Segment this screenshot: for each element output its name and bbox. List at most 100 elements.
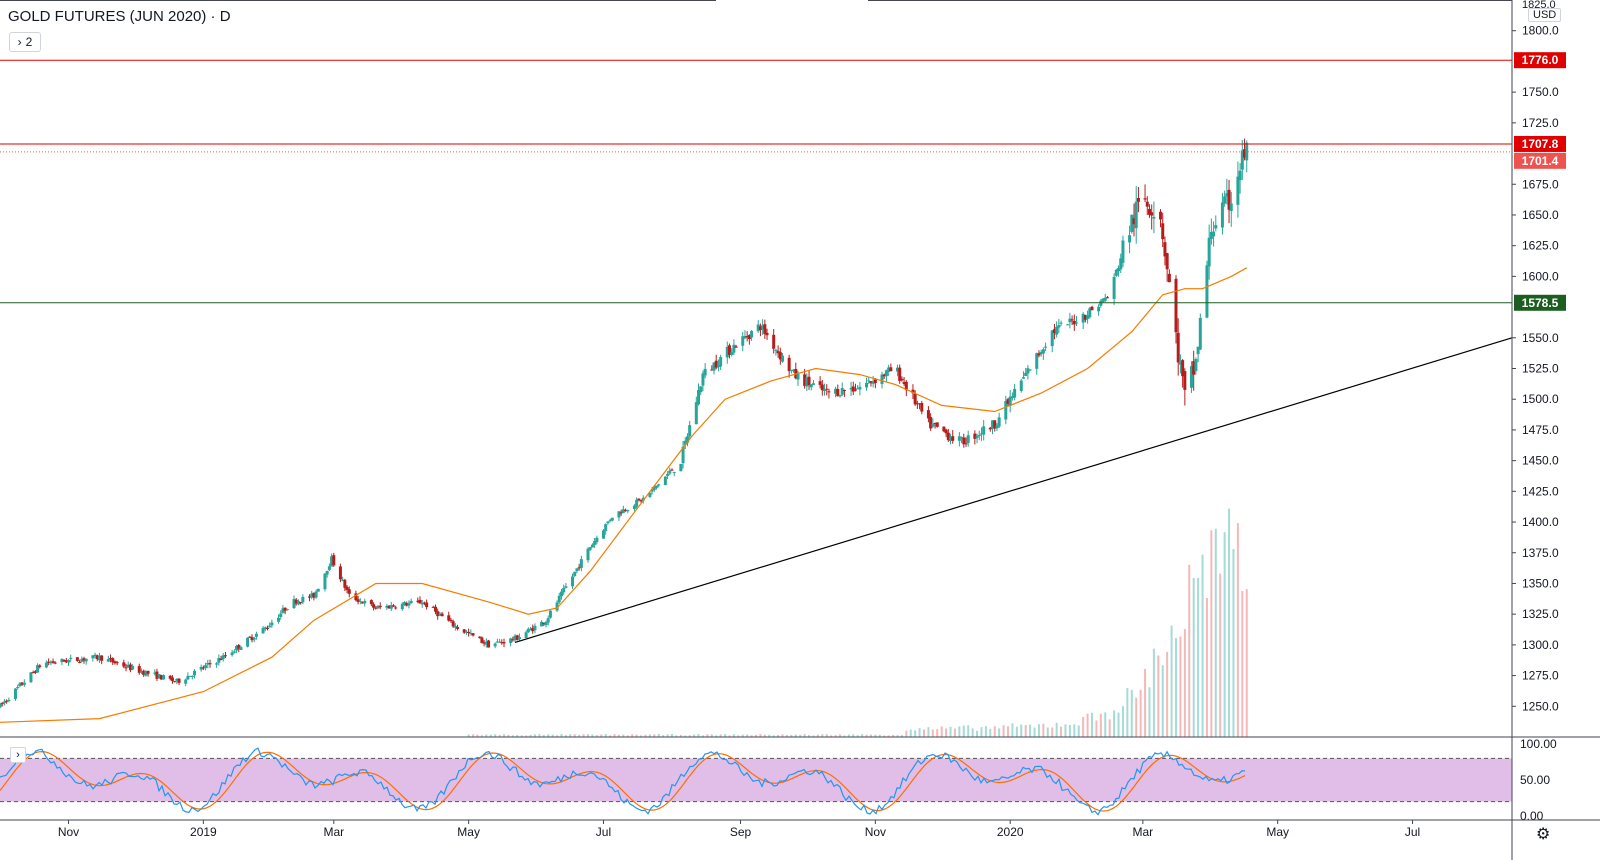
candle: [1021, 371, 1025, 379]
candle-body: [327, 566, 331, 570]
candle: [142, 669, 146, 677]
candle: [1161, 212, 1165, 248]
candle: [314, 589, 318, 599]
volume-bar: [1130, 689, 1133, 737]
candle-body: [1105, 297, 1109, 299]
candle: [422, 601, 426, 606]
candle-body: [230, 652, 234, 656]
candle: [526, 627, 530, 633]
candle: [887, 364, 891, 376]
candle: [712, 362, 716, 375]
candle: [1130, 214, 1134, 234]
candle: [270, 619, 274, 628]
candle-body: [1198, 317, 1202, 350]
candle-body: [1028, 369, 1032, 371]
price-tick-label: 1675.0: [1522, 177, 1559, 191]
candle-body: [1136, 198, 1140, 202]
volume-bar: [600, 734, 603, 737]
candle-body: [1050, 330, 1054, 347]
candle: [1243, 138, 1247, 161]
candle-body: [1212, 231, 1216, 237]
candle: [781, 353, 785, 363]
candle: [246, 637, 250, 648]
candle-body: [173, 681, 177, 683]
candle-body: [988, 427, 992, 430]
candle: [7, 697, 11, 703]
candle-body: [884, 370, 888, 377]
candle-body: [456, 627, 460, 629]
volume-bar: [1175, 637, 1177, 737]
currency-label[interactable]: USD: [1528, 8, 1562, 22]
candle: [49, 660, 53, 666]
candle-body: [1165, 253, 1169, 270]
volume-bar: [759, 734, 762, 737]
candle: [962, 433, 966, 448]
candle: [33, 669, 37, 675]
candle-body: [1240, 150, 1244, 170]
volume-bar: [626, 735, 629, 737]
candle: [593, 538, 597, 548]
candle: [389, 601, 393, 612]
volume-bar: [494, 734, 497, 737]
volume-bar: [1170, 625, 1173, 737]
candle: [1039, 349, 1043, 357]
candle: [93, 652, 97, 659]
candle: [811, 380, 815, 385]
candle-body: [188, 675, 192, 677]
moving-average-line: [0, 267, 1247, 723]
candle: [778, 347, 782, 365]
candle-body: [1035, 353, 1039, 369]
candle-body: [495, 641, 499, 643]
candle-body: [422, 602, 426, 604]
candle-body: [1227, 189, 1231, 210]
candle: [931, 418, 935, 429]
candle-body: [694, 402, 698, 425]
candle: [1059, 320, 1063, 327]
volume-bar: [931, 729, 934, 737]
candle: [436, 608, 440, 620]
symbol-legend[interactable]: GOLD FUTURES (JUN 2020) · D: [8, 8, 231, 26]
candle-body: [944, 429, 948, 434]
candle: [975, 433, 979, 444]
candle-body: [115, 662, 119, 664]
candle-body: [920, 403, 924, 412]
time-tick-label: Jul: [596, 825, 611, 839]
candle-body: [400, 603, 404, 610]
oscillator-expand-button[interactable]: ›: [10, 747, 26, 763]
volume-bar: [1033, 727, 1036, 737]
candle-body: [765, 332, 769, 336]
candle: [281, 605, 285, 614]
candle: [1209, 218, 1213, 245]
candle-body: [960, 437, 964, 439]
settings-gear-icon[interactable]: ⚙: [1536, 826, 1551, 843]
price-tick-label: 1500.0: [1522, 392, 1559, 406]
candle: [471, 633, 475, 637]
candle-body: [312, 592, 316, 598]
volume-bar: [1073, 724, 1076, 737]
candle: [128, 662, 132, 673]
candle: [60, 658, 64, 666]
candle: [750, 330, 754, 341]
osc-tick-label: 50.00: [1520, 773, 1550, 787]
price-tick-label: 1725.0: [1522, 116, 1559, 130]
candle: [263, 626, 267, 632]
volume-bar: [834, 735, 837, 737]
candles-layer: [0, 138, 1249, 709]
candle-body: [126, 664, 130, 668]
volume-bar: [808, 734, 811, 737]
candle: [217, 654, 221, 666]
candle: [632, 503, 636, 512]
candle: [391, 603, 395, 608]
candle-body: [1183, 371, 1187, 390]
candle: [190, 675, 194, 680]
legend-collapse-button[interactable]: › 2: [9, 32, 41, 52]
candle: [358, 598, 362, 605]
candle: [1019, 379, 1023, 393]
candle: [51, 658, 55, 664]
candle-body: [889, 367, 893, 372]
candle-body: [1039, 352, 1043, 355]
candle-body: [931, 424, 935, 427]
candle: [347, 586, 351, 598]
time-tick-label: Jul: [1405, 825, 1420, 839]
